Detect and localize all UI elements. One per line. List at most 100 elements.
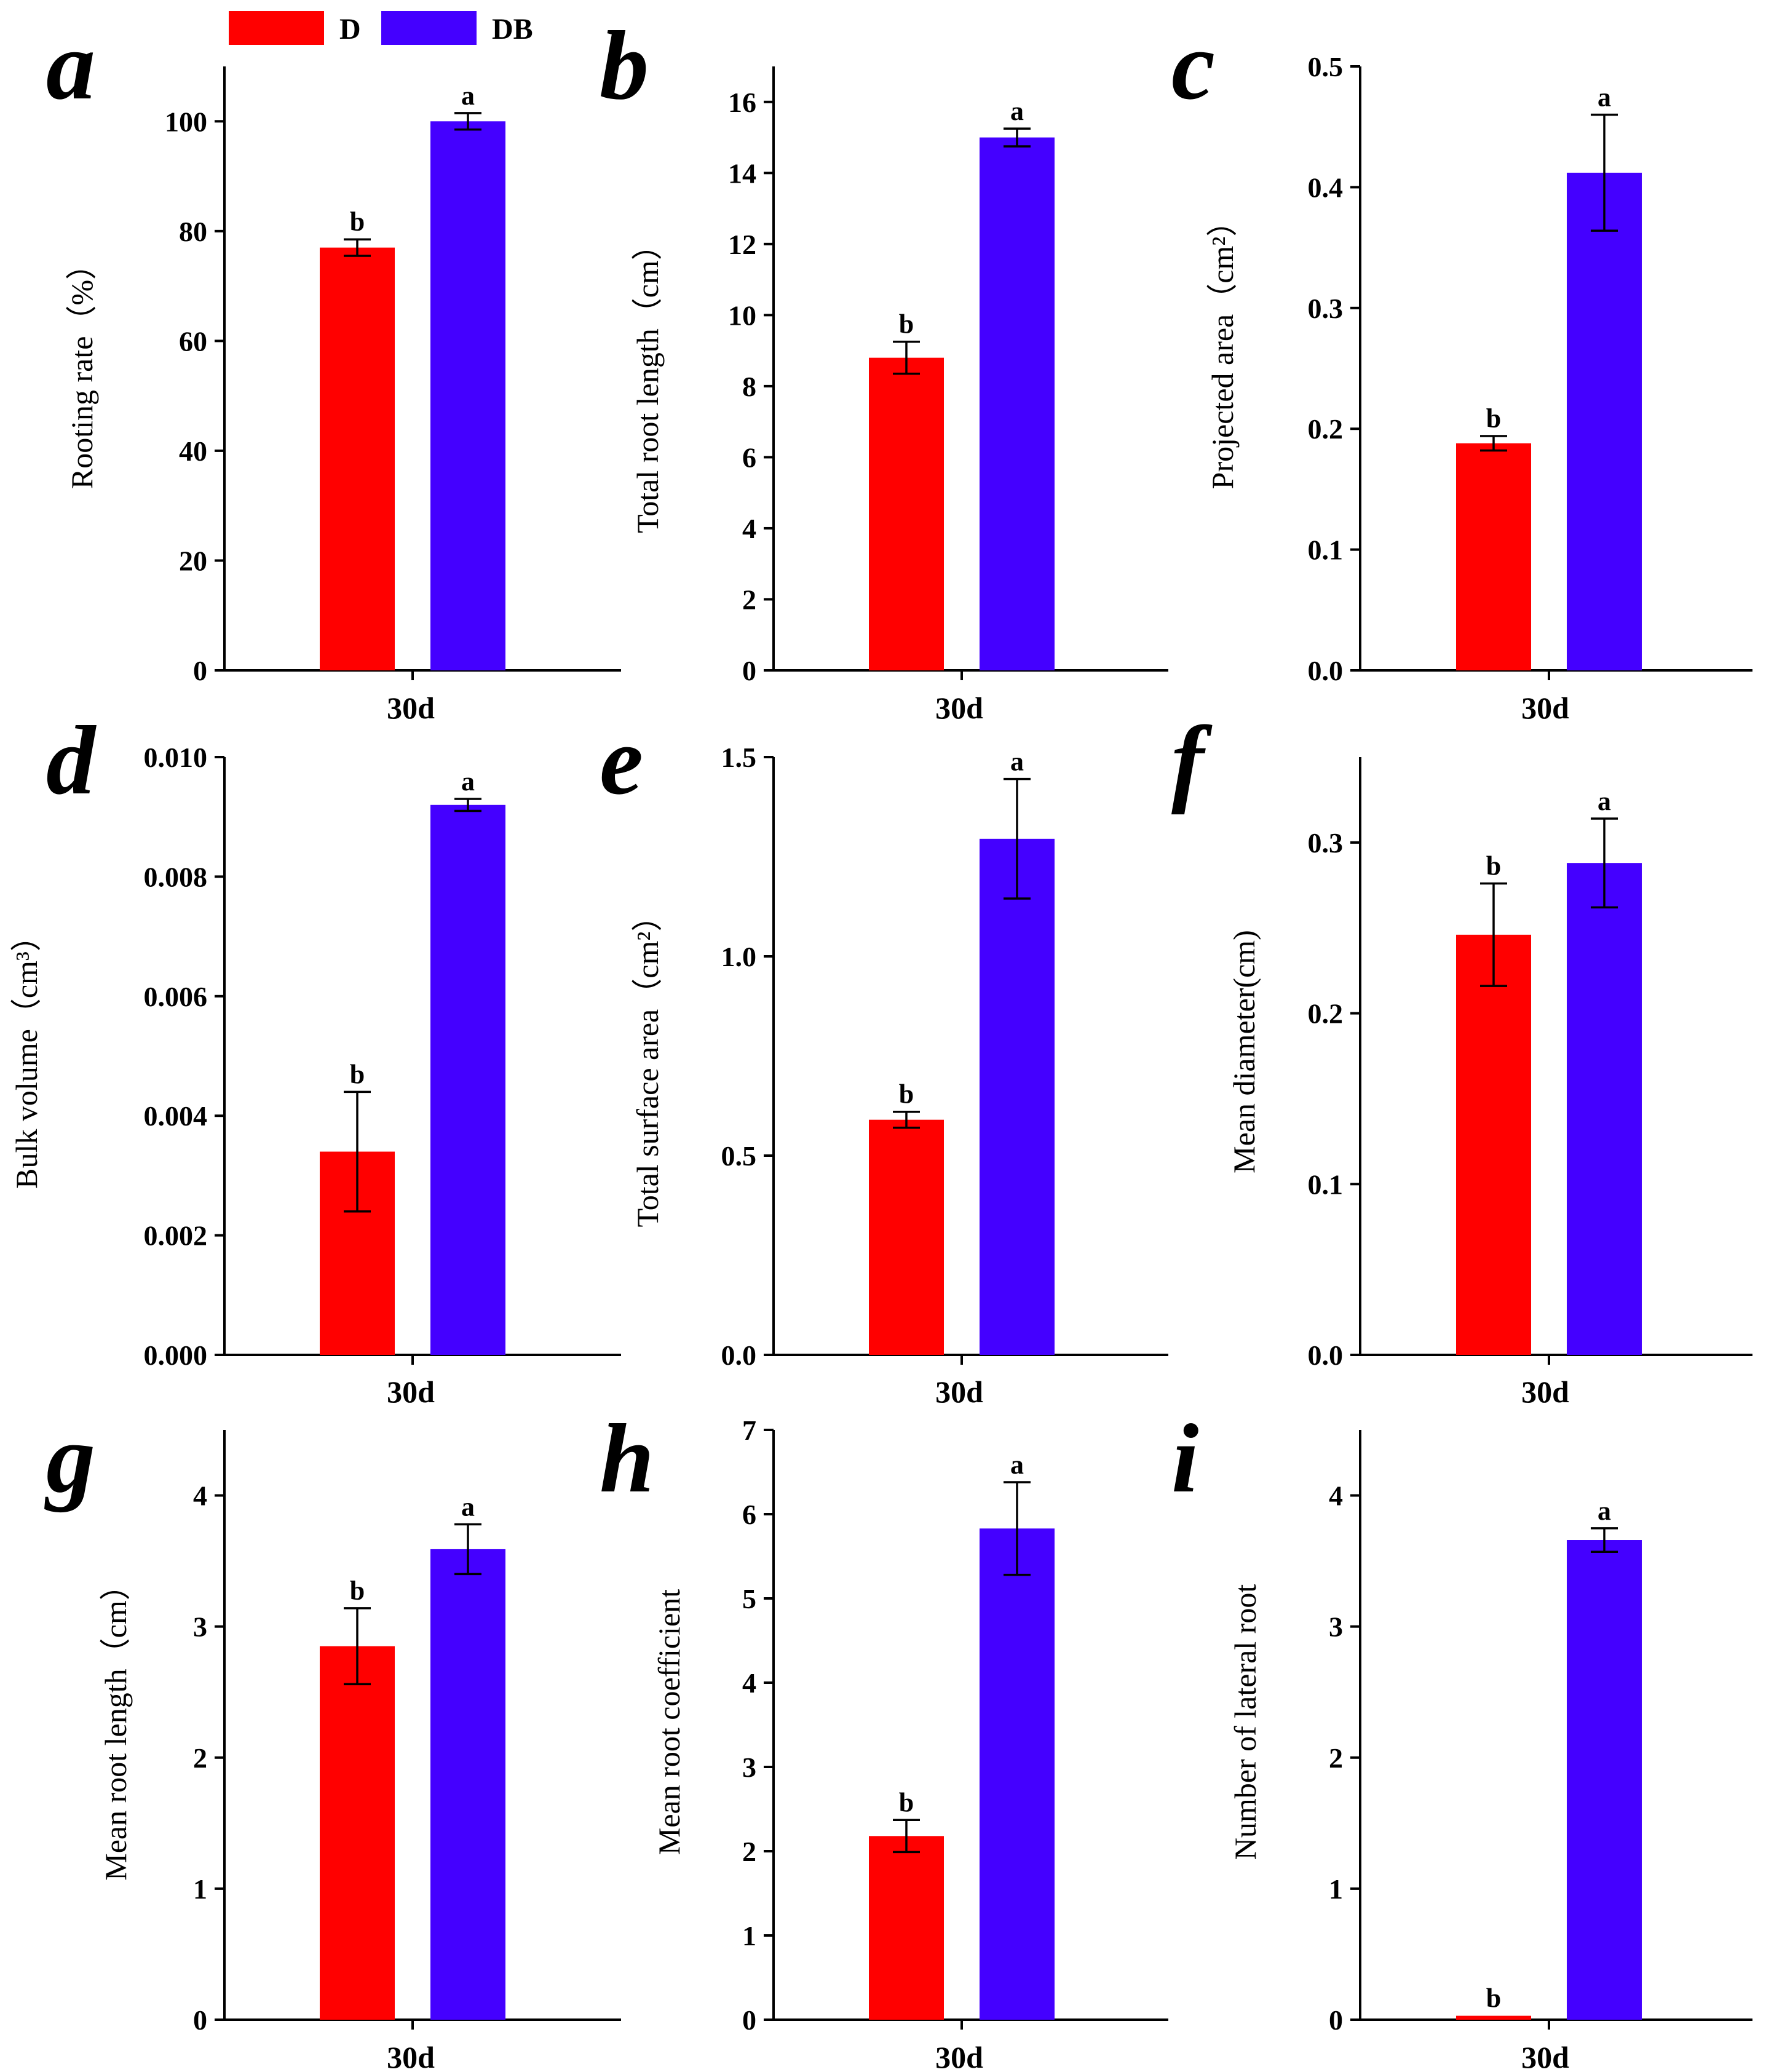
legend-label-db: DB <box>492 13 533 46</box>
y-tick-label: 0 <box>193 655 207 686</box>
y-tick-label: 1 <box>1329 1873 1343 1905</box>
x-category-label: 30d <box>1521 1375 1569 1409</box>
significance-label-db: a <box>1598 82 1611 113</box>
y-tick-label: 0.0 <box>721 1340 757 1371</box>
y-tick-label: 0.0 <box>1308 655 1344 686</box>
y-axis-title: Mean diameter(cm) <box>1227 930 1261 1173</box>
bar-db <box>430 1549 505 2020</box>
y-tick-label: 100 <box>165 106 207 137</box>
bar-db <box>980 138 1055 670</box>
panel-i: i 0 1 2 3 4 Number of lateral root 30d b a <box>1171 1403 1752 2072</box>
panel-c: c 0.0 0.1 0.2 0.3 0.4 0.5 Projected area（cm²） 30… <box>1171 10 1752 725</box>
panel-h: h 0 1 2 3 4 5 6 7 Mean root coefficient 30d b a <box>600 1403 1168 2072</box>
legend: D DB <box>229 11 533 46</box>
y-tick-label: 4 <box>193 1480 207 1512</box>
bar-db <box>980 1528 1055 2020</box>
y-tick-label: 0.4 <box>1308 172 1344 203</box>
significance-label-db: a <box>461 1491 475 1522</box>
x-category-label: 30d <box>935 691 983 725</box>
y-tick-label: 1.5 <box>721 742 757 773</box>
panel-e: e 0.0 0.5 1.0 1.5 Total surface area（cm²） 30d b… <box>600 705 1168 1409</box>
y-tick-label: 0.000 <box>144 1340 208 1371</box>
y-tick-label: 3 <box>742 1752 756 1783</box>
y-tick-label: 5 <box>742 1583 756 1614</box>
bar-db <box>1567 173 1642 670</box>
y-tick-label: 0.010 <box>144 742 208 773</box>
y-tick-label: 20 <box>179 545 207 576</box>
significance-label-d: b <box>1486 1983 1501 2014</box>
significance-label-d: b <box>899 1787 914 1817</box>
significance-label-d: b <box>1486 851 1501 881</box>
y-tick-label: 7 <box>742 1415 756 1446</box>
bar-d <box>869 358 944 670</box>
panel-letter-h: h <box>600 1403 654 1513</box>
y-tick-label: 0.3 <box>1308 827 1344 859</box>
y-tick-label: 0.0 <box>1308 1340 1344 1371</box>
panel-letter-i: i <box>1171 1403 1198 1513</box>
legend-swatch-d <box>229 11 324 45</box>
bar-d <box>869 1120 944 1355</box>
x-category-label: 30d <box>387 691 435 725</box>
figure-canvas: D DBa020406080100Rooting rate（%）30dba b024… <box>0 0 1774 2072</box>
bar-d <box>1456 443 1531 670</box>
panel-letter-f: f <box>1171 705 1213 815</box>
y-tick-label: 8 <box>742 371 756 402</box>
y-tick-label: 0.1 <box>1308 1169 1344 1200</box>
significance-label-db: a <box>461 766 475 796</box>
y-tick-label: 0.2 <box>1308 998 1344 1030</box>
y-tick-label: 12 <box>728 229 756 260</box>
significance-label-db: a <box>1598 786 1611 816</box>
y-axis-title: Total root length（cm） <box>630 229 665 533</box>
y-tick-label: 60 <box>179 325 207 357</box>
y-axis-title: Mean root length（cm） <box>98 1570 133 1880</box>
legend-label-d: D <box>339 13 361 46</box>
bar-d <box>869 1836 944 2020</box>
y-axis-title: Number of lateral root <box>1228 1584 1262 1860</box>
y-tick-label: 3 <box>193 1611 207 1643</box>
significance-label-d: b <box>1486 403 1501 434</box>
significance-label-db: a <box>1010 1450 1024 1480</box>
bar-db <box>1567 1540 1642 2020</box>
significance-label-db: a <box>1010 96 1024 126</box>
significance-label-db: a <box>1598 1496 1611 1526</box>
y-tick-label: 3 <box>1329 1611 1343 1643</box>
y-tick-label: 40 <box>179 435 207 467</box>
y-tick-label: 0.3 <box>1308 293 1344 324</box>
bar-db <box>430 121 505 670</box>
y-tick-label: 0.006 <box>144 981 208 1012</box>
bar-d <box>1456 2016 1531 2020</box>
y-tick-label: 1 <box>742 1920 756 1951</box>
y-axis-title: Total surface area（cm²） <box>630 901 665 1228</box>
y-tick-label: 0 <box>742 655 756 686</box>
x-category-label: 30d <box>387 1375 435 1409</box>
panel-letter-g: g <box>44 1403 95 1513</box>
y-tick-label: 6 <box>742 1499 756 1530</box>
y-axis-title: Mean root coefficient <box>652 1589 686 1855</box>
y-tick-label: 0.002 <box>144 1220 208 1252</box>
significance-label-d: b <box>350 1059 365 1089</box>
significance-label-d: b <box>899 1079 914 1109</box>
y-tick-label: 0.2 <box>1308 413 1344 445</box>
legend-swatch-db <box>381 11 477 45</box>
panel-d: d 0.000 0.002 0.004 0.006 0.008 0.010 Bulk volu… <box>9 705 621 1409</box>
panel-letter-e: e <box>600 705 643 815</box>
y-tick-label: 1 <box>193 1873 207 1905</box>
y-tick-label: 2 <box>742 584 756 615</box>
significance-label-d: b <box>899 309 914 339</box>
panel-letter-c: c <box>1171 10 1215 120</box>
panel-a: a 0 20 40 60 80 100 Rooting rate（%） 30d b a <box>46 10 621 725</box>
y-tick-label: 0.1 <box>1308 534 1344 566</box>
y-tick-label: 2 <box>1329 1742 1343 1774</box>
bar-db <box>430 805 505 1355</box>
y-tick-label: 6 <box>742 442 756 473</box>
y-tick-label: 4 <box>742 1667 756 1699</box>
panel-letter-a: a <box>46 10 95 120</box>
y-tick-label: 2 <box>742 1836 756 1867</box>
bar-db <box>1567 863 1642 1355</box>
bar-d <box>320 248 395 670</box>
x-category-label: 30d <box>935 2040 983 2072</box>
panel-b: b 0 2 4 6 8 10 12 14 16 Total root length（cm） 30d b a <box>600 10 1168 725</box>
y-tick-label: 0 <box>1329 2004 1343 2036</box>
y-tick-label: 16 <box>728 87 756 118</box>
y-tick-label: 0 <box>193 2004 207 2036</box>
